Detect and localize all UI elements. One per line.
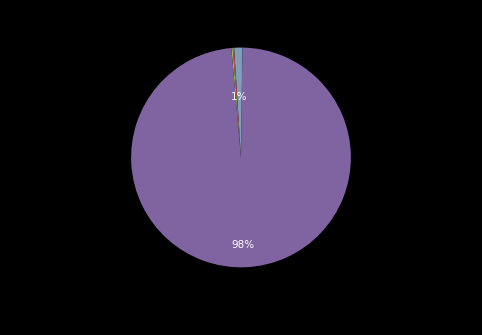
Text: 1%: 1% xyxy=(231,92,247,102)
Wedge shape xyxy=(234,48,241,157)
Wedge shape xyxy=(231,48,241,157)
Wedge shape xyxy=(233,48,241,157)
Text: 98%: 98% xyxy=(232,240,255,250)
Wedge shape xyxy=(131,48,351,267)
Wedge shape xyxy=(241,48,242,157)
